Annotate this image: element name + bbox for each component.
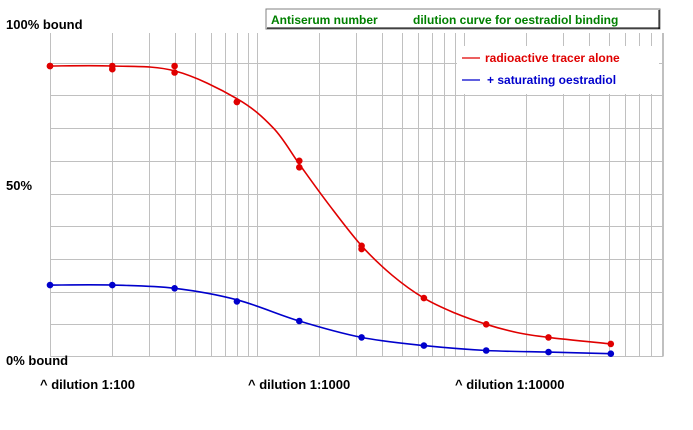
point-saturating (46, 281, 54, 289)
point-tracer (171, 69, 178, 76)
point-tracer (233, 98, 241, 106)
point-saturating (233, 298, 241, 305)
chart-title: Antiserum number dilution curve for oest… (265, 8, 661, 30)
point-saturating (296, 317, 303, 325)
title-part2: dilution curve for oestradiol binding (413, 13, 618, 27)
title-part1: Antiserum number (271, 13, 378, 27)
point-tracer (420, 294, 428, 302)
point-saturating (420, 342, 428, 349)
point-tracer (296, 157, 303, 165)
grid (50, 33, 664, 357)
point-tracer (482, 321, 490, 328)
point-saturating (545, 348, 552, 356)
point-tracer (296, 164, 303, 171)
legend-label-blue: + saturating oestradiol (487, 73, 616, 87)
x-label-100: ^ dilution 1:100 (40, 377, 135, 392)
legend-label-red: radioactive tracer alone (485, 51, 620, 65)
y-label-bottom: 0% bound (6, 353, 68, 368)
point-saturating (358, 334, 365, 341)
point-saturating (109, 281, 116, 289)
x-label-10000: ^ dilution 1:10000 (455, 377, 564, 392)
point-tracer (607, 340, 615, 348)
y-label-top: 100% bound (6, 17, 83, 32)
point-saturating (607, 350, 615, 358)
point-tracer (109, 65, 116, 73)
point-tracer (46, 62, 54, 70)
y-label-mid: 50% (6, 178, 32, 193)
curve-saturating (49, 284, 611, 355)
point-saturating (171, 285, 178, 292)
x-label-1000: ^ dilution 1:1000 (248, 377, 350, 392)
point-saturating (482, 347, 490, 354)
point-tracer (545, 334, 552, 341)
point-tracer (171, 62, 178, 70)
point-tracer (358, 245, 365, 253)
legend: radioactive tracer alone + saturating oe… (457, 46, 659, 94)
data-points (46, 62, 615, 358)
